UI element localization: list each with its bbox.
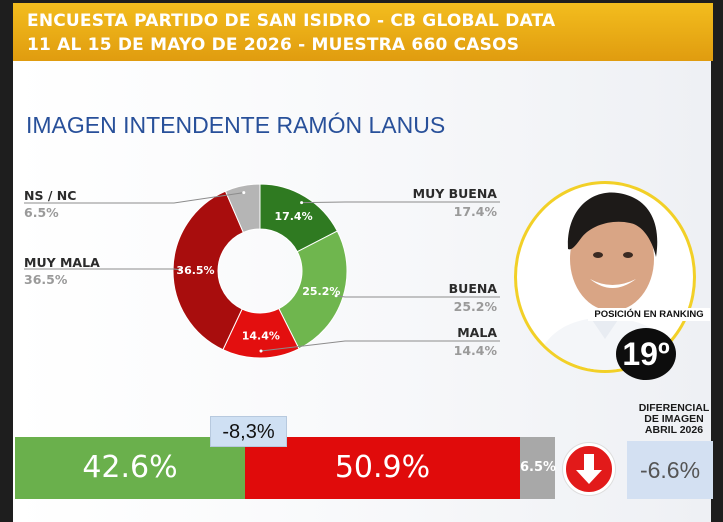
header-title: ENCUESTA PARTIDO DE SAN ISIDRO - CB GLOB… (27, 11, 556, 31)
ranking-label: POSICIÓN EN RANKING (588, 308, 710, 321)
donut-slice-muy-mala (172, 190, 244, 351)
leader-dot (178, 268, 182, 272)
donut-slice-label: 36.5% (176, 264, 214, 277)
net-difference-badge: -8,3% (210, 416, 287, 447)
chart-title: IMAGEN INTENDENTE RAMÓN LANUS (26, 112, 446, 138)
diferencial-title-line-1: DIFERENCIAL (638, 402, 710, 414)
diferencial-value: -6.6% (627, 441, 713, 499)
leader-line (24, 268, 181, 271)
donut-slice-label: 14.4% (242, 329, 280, 342)
header-subtitle: 11 AL 15 DE MAYO DE 2026 - MUESTRA 660 C… (27, 35, 520, 55)
legend-value-mala: 14.4% (453, 343, 497, 358)
legend-label-ns-nc: NS / NC (24, 188, 77, 203)
leader-dot (300, 201, 304, 205)
leader-line (301, 201, 500, 204)
leader-line (260, 340, 500, 352)
leader-dot (242, 191, 246, 195)
legend-label-muy-buena: MUY BUENA (412, 186, 497, 201)
summary-bar-negative: 50.9% (245, 437, 520, 499)
leader-line (24, 192, 244, 204)
legend-label-buena: BUENA (448, 281, 497, 296)
summary-bar-ns-nc: 6.5% (520, 437, 556, 499)
arrow-down-icon (563, 443, 615, 495)
legend-label-muy-mala: MUY MALA (24, 255, 100, 270)
donut-slice-label: 25.2% (302, 285, 340, 298)
legend-value-buena: 25.2% (453, 299, 497, 314)
donut-slice-buena (278, 230, 348, 350)
leader-dot (259, 349, 263, 353)
diferencial-title-line-2: DE IMAGEN (644, 413, 704, 425)
header-banner: ENCUESTA PARTIDO DE SAN ISIDRO - CB GLOB… (13, 3, 713, 61)
donut-slice-ns-nc (224, 183, 261, 234)
diferencial-title: DIFERENCIAL DE IMAGEN ABRIL 2026 (628, 403, 720, 436)
summary-bar-positive: 42.6% (15, 437, 245, 499)
diferencial-title-line-3: ABRIL 2026 (644, 424, 704, 436)
ranking-position: 19º (616, 328, 676, 380)
donut-slice-label: 17.4% (274, 210, 312, 223)
legend-value-muy-mala: 36.5% (24, 272, 68, 287)
leader-dot (334, 294, 338, 298)
legend-label-mala: MALA (457, 325, 497, 340)
legend-value-muy-buena: 17.4% (453, 204, 497, 219)
legend-value-ns-nc: 6.5% (24, 205, 59, 220)
leader-line (336, 295, 500, 298)
